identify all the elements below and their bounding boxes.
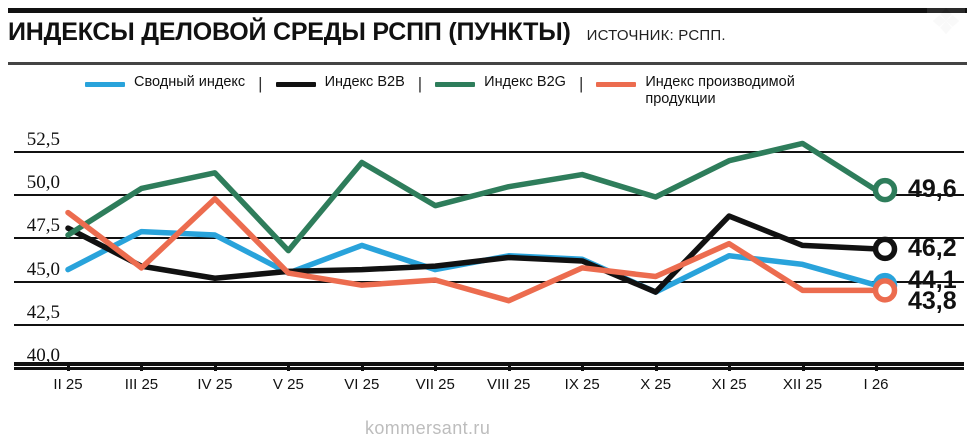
series-end-marker bbox=[872, 236, 898, 262]
source-credit: ИСТОЧНИК: РСПП. bbox=[586, 27, 726, 44]
y-axis-tick-label: 52,5 bbox=[26, 129, 60, 150]
legend-separator: | bbox=[578, 74, 584, 93]
x-axis-tick-label: V 25 bbox=[272, 376, 304, 393]
header-rule bbox=[8, 62, 967, 65]
x-axis-tick-label: VIII 25 bbox=[487, 376, 531, 393]
legend-item-label: Индекс B2G bbox=[484, 74, 566, 90]
x-axis-tick bbox=[434, 362, 438, 371]
x-axis-tick-label: VI 25 bbox=[344, 376, 380, 393]
kommersant-diamond-logo-icon bbox=[927, 2, 965, 40]
legend-item-label: Индекс производимой продукции bbox=[645, 74, 795, 107]
series-end-value-label: 44,1 bbox=[908, 266, 957, 295]
series-end-marker bbox=[872, 278, 898, 303]
legend-item-label: Сводный индекс bbox=[134, 74, 246, 90]
x-axis-tick-label: VII 25 bbox=[415, 376, 455, 393]
x-axis-tick bbox=[67, 362, 70, 371]
top-rule bbox=[8, 8, 967, 13]
y-gridline bbox=[14, 367, 964, 370]
x-axis-tick bbox=[801, 362, 805, 371]
x-axis-tick bbox=[213, 362, 217, 371]
series-lines bbox=[65, 140, 898, 304]
watermark: kommersant.ru bbox=[365, 418, 491, 438]
y-axis-tick-label: 42,5 bbox=[26, 301, 60, 323]
series-end-marker bbox=[872, 177, 898, 203]
series-end-value-label: 43,8 bbox=[908, 287, 957, 316]
x-axis-tick bbox=[581, 362, 585, 371]
x-axis-tick-label: XII 25 bbox=[782, 376, 823, 393]
legend-item-label: Индекс B2B bbox=[324, 74, 405, 90]
x-axis-tick-label: X 25 bbox=[640, 376, 672, 393]
legend-color-swatch-icon bbox=[275, 82, 316, 87]
y-gridline bbox=[14, 237, 964, 240]
x-axis-tick-label: III 25 bbox=[124, 376, 159, 393]
x-axis-tick bbox=[728, 362, 732, 371]
y-axis-tick-label: 50,0 bbox=[26, 172, 60, 194]
x-axis-tick bbox=[287, 362, 291, 371]
x-axis-tick-label: IX 25 bbox=[564, 376, 600, 393]
x-axis-tick bbox=[360, 362, 364, 371]
legend-color-swatch-icon bbox=[435, 82, 476, 87]
x-axis-tick-label: IV 25 bbox=[197, 376, 233, 393]
y-axis-tick-label: 47,5 bbox=[26, 215, 60, 237]
x-axis-tick bbox=[875, 362, 878, 371]
x-axis-tick bbox=[140, 362, 144, 371]
x-axis-tick-label: II 25 bbox=[53, 376, 83, 393]
series-line bbox=[65, 213, 879, 295]
chart-header: ИНДЕКСЫ ДЕЛОВОЙ СРЕДЫ РСПП (ПУНКТЫ) ИСТО… bbox=[8, 18, 967, 58]
legend-index-proizvodimoy[interactable]: Индекс производимой продукции bbox=[596, 74, 795, 108]
y-gridline bbox=[14, 151, 964, 153]
y-gridline bbox=[14, 280, 964, 283]
chart-legend: Сводный индекс | Индекс B2B | Индекс B2G | Инд… bbox=[85, 74, 945, 116]
y-gridline bbox=[14, 323, 964, 326]
x-axis-tick-label: XI 25 bbox=[711, 376, 747, 393]
y-axis-tick-label: 45,0 bbox=[26, 258, 60, 280]
x-axis-tick bbox=[654, 362, 658, 371]
y-axis-tick-label: 40,0 bbox=[26, 345, 60, 366]
legend-index-b2b[interactable]: Индекс B2B bbox=[275, 74, 405, 91]
chart-plot-area: 40,0 42,5 45,0 47,5 50,0 52,5 II 25 III 25 IV 2… bbox=[0, 100, 975, 438]
series-line bbox=[65, 196, 879, 304]
legend-color-swatch-icon bbox=[596, 82, 637, 87]
x-axis-line bbox=[14, 362, 964, 366]
series-end-value-label: 49,6 bbox=[908, 175, 957, 204]
x-axis-tick bbox=[507, 362, 511, 371]
x-axis-tick-label: I 26 bbox=[863, 376, 889, 393]
page-title: ИНДЕКСЫ ДЕЛОВОЙ СРЕДЫ РСПП (ПУНКТЫ) bbox=[8, 18, 571, 46]
legend-index-b2g[interactable]: Индекс B2G bbox=[435, 74, 566, 91]
legend-color-swatch-icon bbox=[85, 82, 125, 87]
legend-svodny-index[interactable]: Сводный индекс bbox=[85, 74, 245, 91]
y-gridline bbox=[14, 194, 964, 197]
series-line bbox=[65, 140, 879, 254]
legend-separator: | bbox=[258, 74, 263, 93]
y-axis-labels: 40,0 42,5 45,0 47,5 50,0 52,5 bbox=[0, 100, 68, 366]
legend-separator: | bbox=[417, 74, 423, 93]
series-end-value-label: 46,2 bbox=[908, 233, 957, 262]
